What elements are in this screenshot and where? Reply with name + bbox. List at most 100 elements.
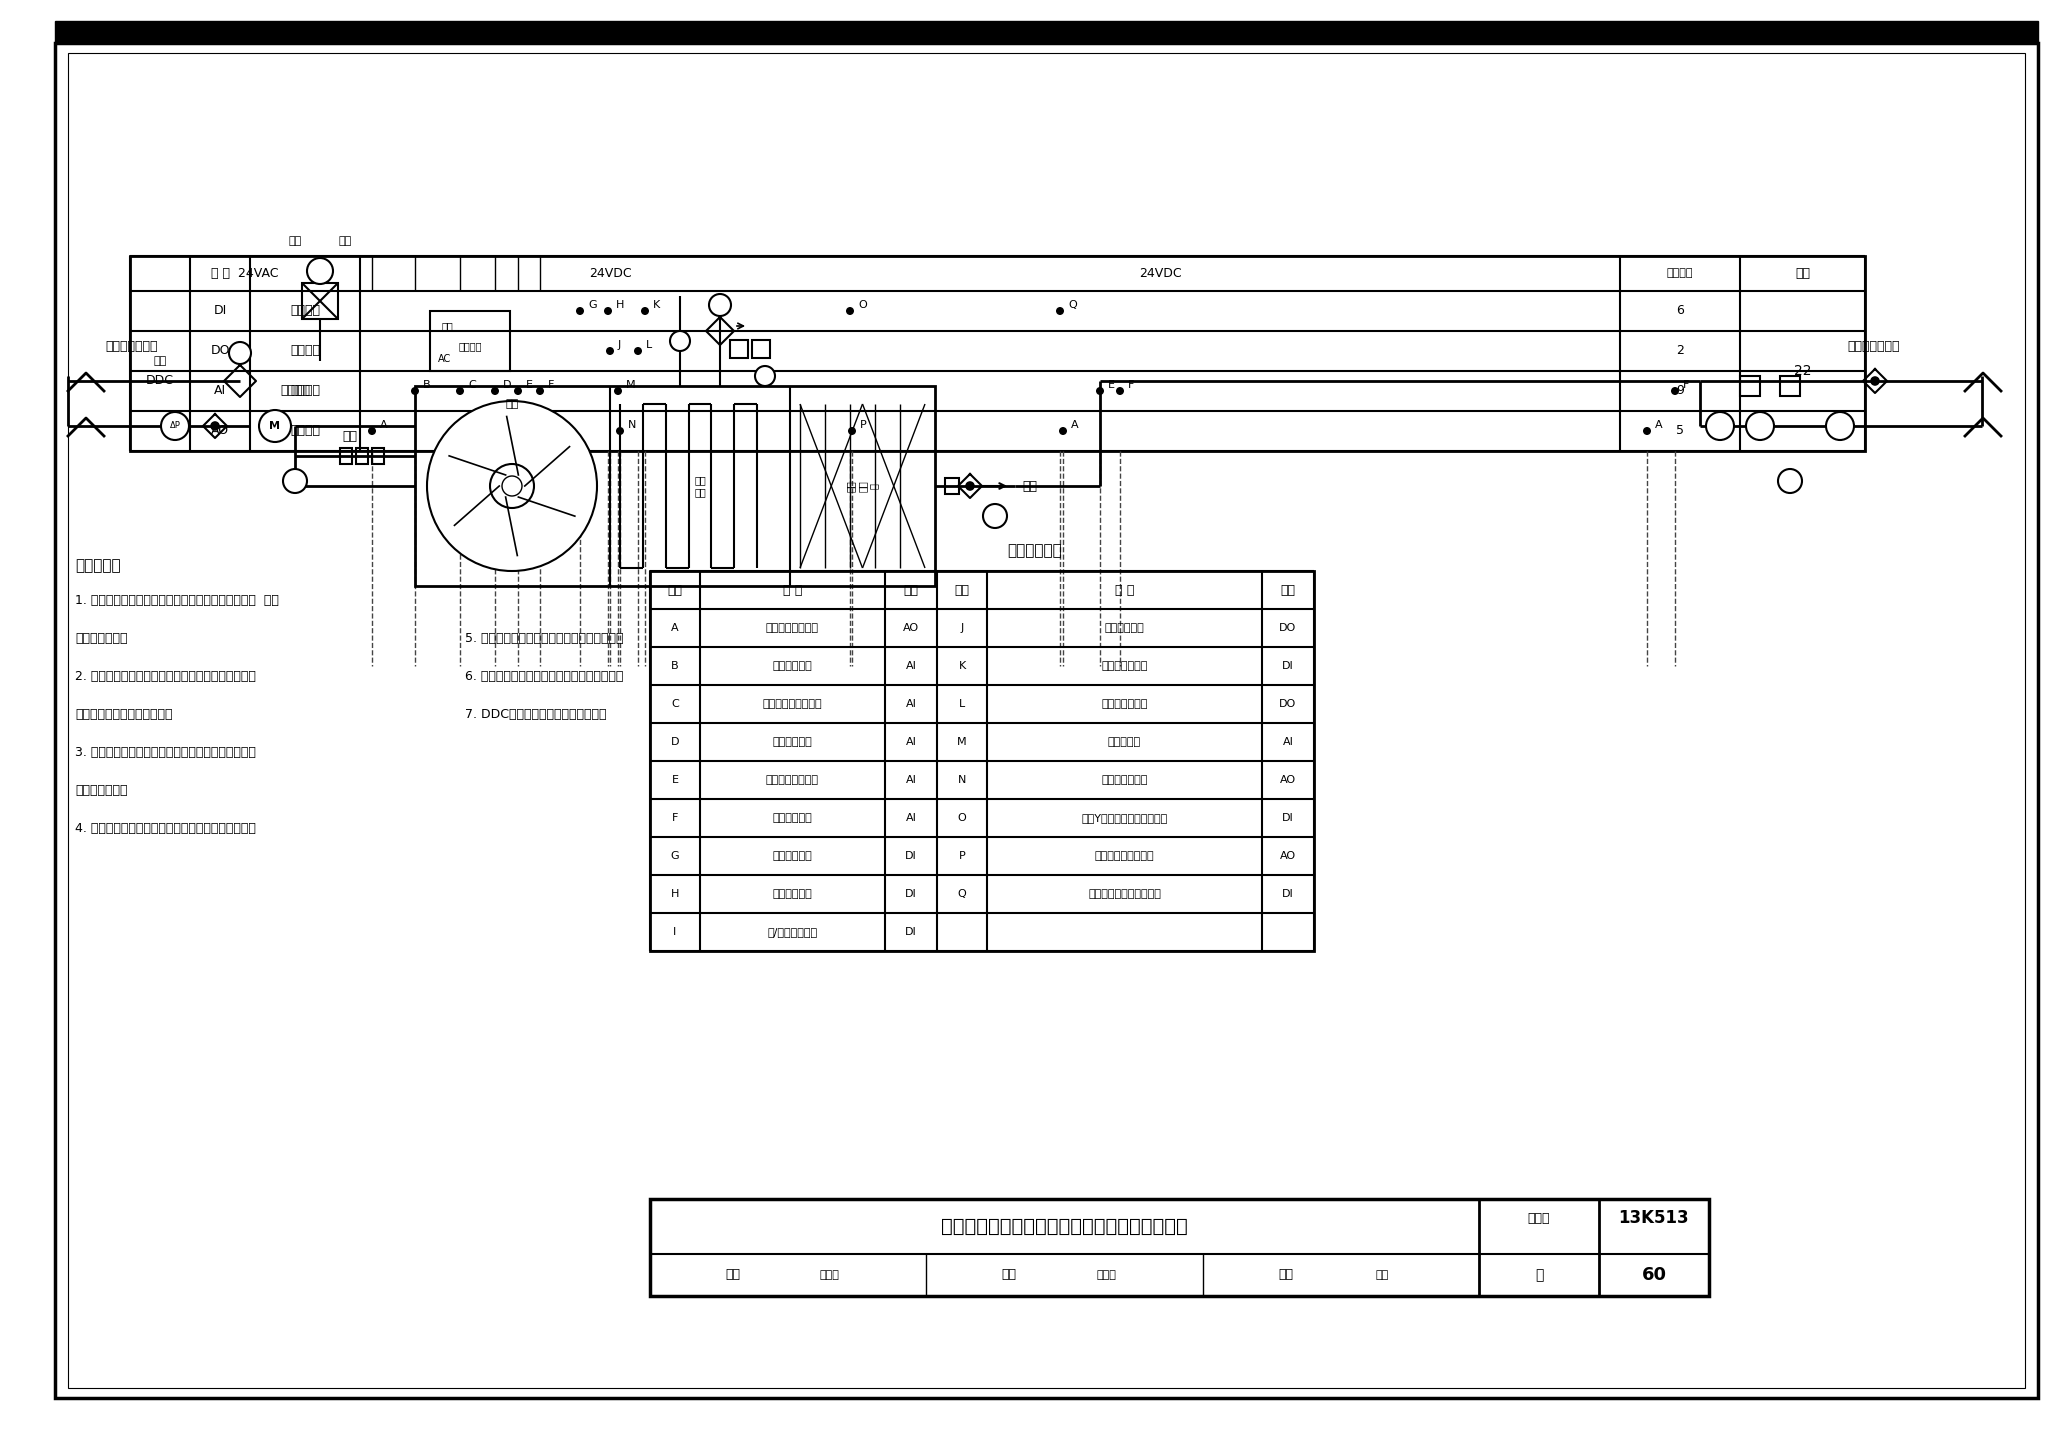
Text: 温度检测信号: 温度检测信号 bbox=[772, 812, 813, 823]
Text: F: F bbox=[549, 380, 555, 390]
Text: 校对: 校对 bbox=[1001, 1268, 1016, 1281]
Text: 60: 60 bbox=[1642, 1267, 1667, 1284]
Text: 冷水
盘管: 冷水 盘管 bbox=[694, 475, 707, 496]
Bar bbox=[340, 448, 352, 464]
Circle shape bbox=[575, 307, 584, 314]
Text: L: L bbox=[958, 699, 965, 709]
Text: AO: AO bbox=[1280, 850, 1296, 860]
Text: 24VDC: 24VDC bbox=[588, 266, 631, 280]
Text: 页: 页 bbox=[1534, 1268, 1544, 1281]
Text: DO: DO bbox=[1280, 699, 1296, 709]
Text: AI: AI bbox=[905, 775, 915, 785]
Text: 用 途: 用 途 bbox=[782, 584, 803, 597]
Text: AO: AO bbox=[1280, 775, 1296, 785]
Text: 静压检测信号: 静压检测信号 bbox=[772, 737, 813, 747]
Bar bbox=[1780, 376, 1800, 396]
Text: 22: 22 bbox=[1794, 364, 1810, 379]
Text: 2: 2 bbox=[1675, 345, 1683, 358]
Circle shape bbox=[635, 347, 641, 355]
Text: G: G bbox=[670, 850, 680, 860]
Circle shape bbox=[162, 412, 188, 440]
Text: DI: DI bbox=[213, 304, 227, 317]
Text: AI: AI bbox=[905, 812, 915, 823]
Circle shape bbox=[426, 400, 598, 571]
Text: Q: Q bbox=[1067, 300, 1077, 310]
Text: 集中新排风式不定新风型单风机系统控制原理图: 集中新排风式不定新风型单风机系统控制原理图 bbox=[942, 1217, 1188, 1236]
Circle shape bbox=[965, 480, 975, 491]
Text: 室外: 室外 bbox=[289, 236, 301, 246]
Text: G: G bbox=[588, 300, 596, 310]
Text: 万嘉风: 万嘉风 bbox=[1096, 1270, 1116, 1280]
Text: M: M bbox=[627, 380, 635, 390]
Text: P: P bbox=[860, 419, 866, 430]
Text: M: M bbox=[956, 737, 967, 747]
Circle shape bbox=[211, 421, 219, 431]
Bar bbox=[55, 20, 2038, 44]
Text: K: K bbox=[958, 661, 965, 671]
Text: H: H bbox=[616, 300, 625, 310]
Text: 变频器频率控制: 变频器频率控制 bbox=[1102, 775, 1147, 785]
Text: I: I bbox=[674, 927, 676, 938]
Bar bbox=[301, 282, 338, 319]
Circle shape bbox=[1778, 469, 1802, 494]
Text: A: A bbox=[381, 419, 387, 430]
Text: 相对湿度检测信号: 相对湿度检测信号 bbox=[766, 775, 819, 785]
Bar bbox=[649, 1198, 1708, 1296]
Text: A: A bbox=[1655, 419, 1663, 430]
Circle shape bbox=[229, 342, 252, 364]
Text: N: N bbox=[629, 419, 637, 430]
Text: DO: DO bbox=[211, 345, 229, 358]
Text: AI: AI bbox=[213, 384, 225, 397]
Text: F: F bbox=[1128, 380, 1135, 390]
Text: 7. DDC控制器与中央监控系统通讯。: 7. DDC控制器与中央监控系统通讯。 bbox=[465, 709, 606, 722]
Circle shape bbox=[412, 387, 420, 395]
Bar bbox=[430, 312, 510, 371]
Text: B: B bbox=[424, 380, 430, 390]
Text: 4. 实现风机、变频器、空气过滤器、水过滤器监示报: 4. 实现风机、变频器、空气过滤器、水过滤器监示报 bbox=[76, 823, 256, 836]
Text: DI: DI bbox=[905, 927, 918, 938]
Text: 监控内容：: 监控内容： bbox=[76, 559, 121, 574]
Text: 室内外压差检测信号: 室内外压差检测信号 bbox=[762, 699, 823, 709]
Text: 13K513: 13K513 bbox=[1618, 1210, 1690, 1227]
Text: 变频器故障报警: 变频器故障报警 bbox=[1102, 661, 1147, 671]
Circle shape bbox=[502, 476, 522, 496]
Text: O: O bbox=[858, 300, 866, 310]
Text: 总计: 总计 bbox=[1794, 266, 1810, 280]
Text: 变频器频率: 变频器频率 bbox=[1108, 737, 1141, 747]
Text: 6: 6 bbox=[1675, 304, 1683, 317]
Circle shape bbox=[457, 387, 465, 395]
Text: K: K bbox=[653, 300, 659, 310]
Circle shape bbox=[492, 387, 500, 395]
Bar bbox=[944, 478, 958, 494]
Text: 变频器频率，控制系统风量。: 变频器频率，控制系统风量。 bbox=[76, 709, 172, 722]
Text: AI: AI bbox=[1282, 737, 1294, 747]
Text: E: E bbox=[1108, 380, 1114, 390]
Text: DI: DI bbox=[1282, 812, 1294, 823]
Text: 手/自动转换信号: 手/自动转换信号 bbox=[768, 927, 817, 938]
Circle shape bbox=[369, 427, 377, 435]
Text: DI: DI bbox=[905, 850, 918, 860]
Text: A: A bbox=[1071, 419, 1079, 430]
Text: 模拟输入: 模拟输入 bbox=[291, 384, 319, 397]
Bar bbox=[373, 448, 385, 464]
Circle shape bbox=[606, 347, 614, 355]
Circle shape bbox=[1096, 387, 1104, 395]
Text: J: J bbox=[618, 341, 621, 349]
Text: 董涛: 董涛 bbox=[1376, 1270, 1389, 1280]
Text: DI: DI bbox=[1282, 661, 1294, 671]
Text: 配变频器: 配变频器 bbox=[459, 341, 481, 351]
Bar bbox=[752, 341, 770, 358]
Bar bbox=[416, 386, 936, 585]
Text: 压差检测信号: 压差检测信号 bbox=[772, 661, 813, 671]
Text: AI: AI bbox=[905, 699, 915, 709]
Circle shape bbox=[1706, 412, 1735, 440]
Text: 工作状态信号: 工作状态信号 bbox=[772, 850, 813, 860]
Text: AO: AO bbox=[903, 623, 920, 633]
Text: DI: DI bbox=[1282, 890, 1294, 898]
Text: 用 途: 用 途 bbox=[1114, 584, 1135, 597]
Text: E: E bbox=[526, 380, 532, 390]
Text: P: P bbox=[958, 850, 965, 860]
Text: AO: AO bbox=[211, 425, 229, 437]
Text: L: L bbox=[645, 341, 651, 349]
Text: Q: Q bbox=[958, 890, 967, 898]
